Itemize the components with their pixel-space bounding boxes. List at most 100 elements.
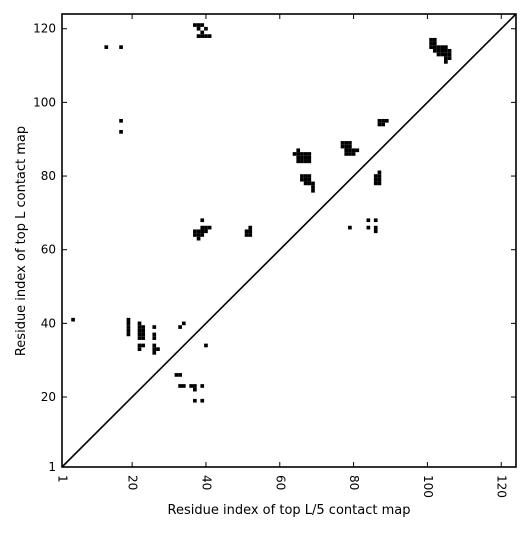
contact-cell	[447, 52, 452, 57]
contact-cell	[137, 328, 142, 333]
contact-cell	[193, 229, 197, 234]
contact-cell	[292, 152, 297, 156]
contact-cell	[348, 225, 352, 230]
y-tick-label: 60	[41, 243, 56, 257]
contact-cell	[244, 229, 249, 234]
contact-cell	[429, 41, 433, 46]
contact-cell	[137, 347, 142, 351]
contact-cell	[351, 148, 356, 153]
contact-cell	[196, 233, 201, 237]
contact-cell	[348, 144, 352, 149]
contact-cell	[440, 45, 445, 49]
contact-cell	[296, 148, 301, 153]
contact-cell	[300, 155, 304, 160]
contact-cell	[348, 148, 352, 153]
x-tick-label: 120	[495, 475, 509, 498]
x-tick-label: 40	[199, 475, 213, 490]
contact-cell	[141, 328, 146, 333]
contact-cell	[355, 148, 360, 153]
contact-cell	[71, 317, 75, 322]
contact-cell	[303, 177, 308, 182]
contact-cell	[340, 144, 345, 149]
contact-cell	[429, 45, 433, 49]
contact-cell	[340, 141, 345, 145]
contact-cell	[303, 155, 308, 160]
contact-cell	[373, 177, 378, 182]
contact-cell	[303, 174, 308, 178]
contact-cell	[141, 325, 146, 329]
contact-cell	[440, 48, 445, 53]
contact-cell	[178, 325, 182, 329]
contact-cell	[137, 325, 142, 329]
contact-cell	[196, 229, 201, 234]
x-tick-label: 100	[421, 475, 435, 498]
contact-cell	[196, 23, 201, 27]
contact-cell	[307, 174, 312, 178]
contact-cell	[377, 170, 382, 175]
contact-cell	[377, 118, 382, 123]
x-axis-label: Residue index of top L/5 contact map	[168, 503, 411, 518]
contact-cell	[307, 159, 312, 164]
y-tick-label: 100	[33, 95, 56, 109]
y-tick-label: 1	[48, 460, 56, 474]
contact-cell	[200, 229, 205, 234]
contact-cell	[204, 225, 208, 230]
contact-cell	[432, 45, 437, 49]
contact-cell	[444, 60, 448, 64]
contact-cell	[204, 34, 208, 38]
contact-cell	[141, 332, 146, 337]
x-tick-label: 1	[56, 475, 70, 483]
contact-cell	[429, 37, 433, 42]
contact-cell	[300, 159, 304, 164]
contact-cell	[296, 159, 301, 164]
contact-cell	[244, 233, 249, 237]
contact-cell	[204, 26, 208, 31]
contact-cell	[303, 159, 308, 164]
contact-cell	[296, 152, 301, 156]
contact-cell	[373, 181, 378, 186]
x-tick-label: 20	[126, 475, 140, 490]
contact-cell	[200, 23, 205, 27]
contact-cell	[377, 122, 382, 127]
contact-cell	[152, 332, 157, 337]
contact-cell	[152, 336, 157, 340]
contact-cell	[152, 350, 157, 355]
contact-cell	[303, 152, 308, 156]
contact-cell	[126, 325, 131, 329]
y-tick-label: 120	[33, 22, 56, 36]
contact-cell	[351, 152, 356, 156]
contact-cell	[141, 343, 146, 348]
contact-cell	[200, 398, 205, 403]
contact-cell	[311, 188, 315, 193]
contact-cell	[196, 236, 201, 241]
contact-cell	[156, 347, 160, 351]
contact-cell	[432, 37, 437, 42]
contact-cell	[193, 23, 197, 27]
contact-cell	[348, 141, 352, 145]
contact-cell	[193, 233, 197, 237]
contact-cell	[200, 384, 205, 388]
contact-cell	[440, 52, 445, 57]
contact-cell	[344, 148, 349, 153]
y-axis-label: Residue index of top L contact map	[14, 126, 29, 356]
contact-cell	[348, 152, 352, 156]
contact-cell	[137, 336, 142, 340]
contact-cell	[307, 155, 312, 160]
contact-cell	[311, 185, 315, 189]
contact-cell	[307, 181, 312, 186]
contact-cell	[196, 34, 201, 38]
contact-cell	[381, 122, 385, 127]
contact-cell	[377, 177, 382, 182]
contact-cell	[300, 174, 304, 178]
diagonal-line	[61, 13, 517, 468]
contact-cell	[104, 45, 109, 49]
y-tick-label: 80	[41, 169, 56, 183]
contact-cell	[119, 45, 123, 49]
contact-cell	[137, 321, 142, 326]
plot-frame	[61, 13, 517, 468]
contacts-layer	[71, 23, 452, 403]
contact-cell	[178, 373, 182, 377]
contact-cell	[377, 181, 382, 186]
